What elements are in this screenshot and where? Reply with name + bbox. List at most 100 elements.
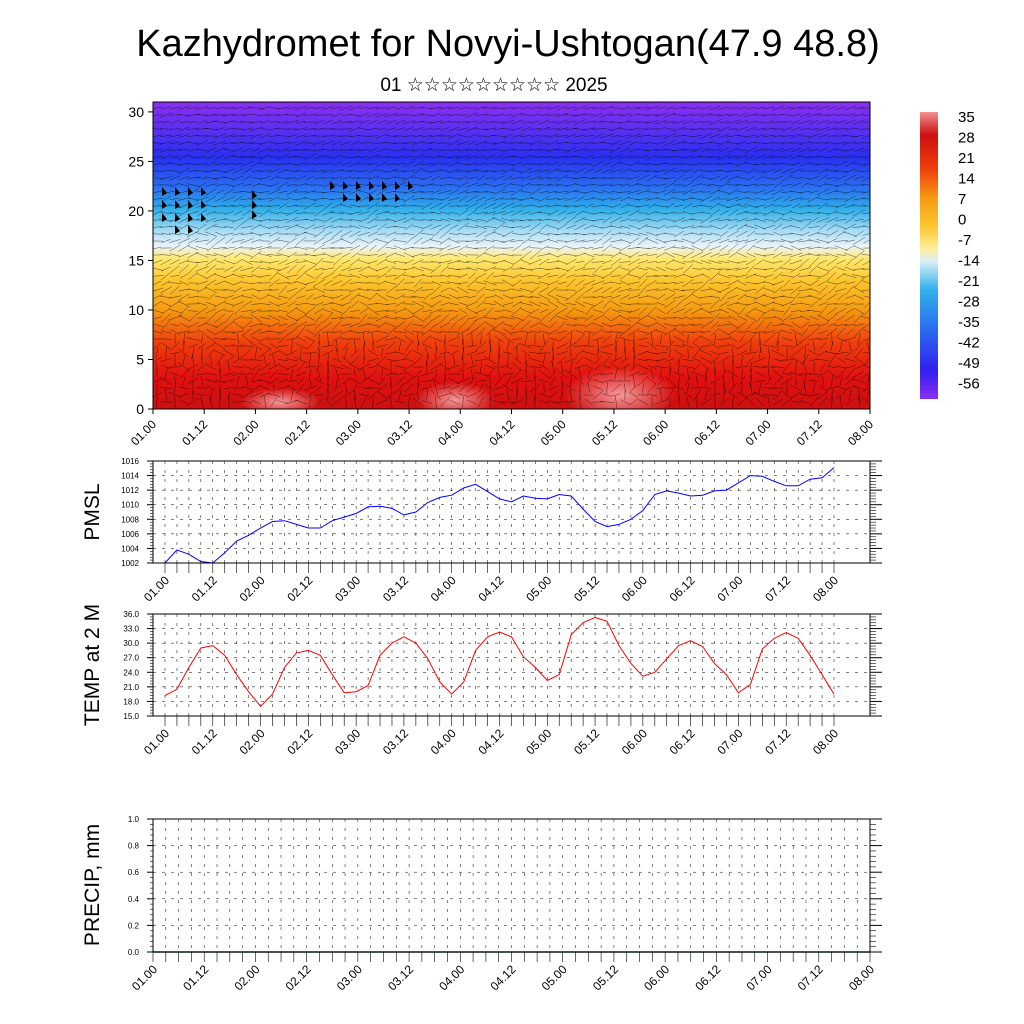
cs-ytick-label: 15 [128,252,144,268]
xtick-label: 04.12 [475,726,506,757]
temperature-frame [152,613,871,717]
ytick-label: 1014 [121,472,139,481]
xtick-label: 01.00 [141,573,172,604]
xtick-label: 07.00 [714,573,745,604]
wind-barb-flag [188,187,193,196]
colorbar-label: -49 [958,355,980,372]
xtick-label: 04.12 [475,573,506,604]
xtick-label: 01.00 [129,962,160,993]
xtick-label: 01.12 [189,573,220,604]
precip-grid [152,818,871,953]
cs-ytick-label: 5 [136,351,144,367]
cs-xtick-label: 06.12 [691,417,722,448]
wind-barb-flag [369,193,374,202]
colorbar-label: -28 [958,294,980,311]
cs-xtick-label: 01.00 [128,417,159,448]
xtick-label: 03.00 [334,962,365,993]
colorbar: 35 28 21 14 7 0 -7 -14 -21 -28 -35 -42 -49 -56 [920,109,980,399]
wind-vector-lines [153,105,870,409]
xtick-label: 01.12 [180,962,211,993]
pmsl-panel: 1002 1004 1006 1008 1010 1012 1014 1016 01.00 01.… [81,457,882,604]
cs-xtick-label: 04.00 [435,417,466,448]
cs-ytick-label: 0 [136,401,144,417]
ytick-label: 30.0 [123,639,139,648]
ytick-label: 15.0 [123,712,139,721]
wind-barb-flag [356,181,361,190]
cs-xtick-label: 06.00 [640,417,671,448]
xtick-label: 02.00 [237,573,268,604]
ytick-label: 33.0 [123,625,139,634]
pmsl-axis-label: PMSL [81,483,104,540]
wind-barb-flag [369,181,374,190]
wind-barb-flag [175,213,180,222]
cs-xtick-label: 03.12 [384,417,415,448]
colorbar-label: 21 [958,150,975,167]
xtick-label: 02.12 [283,962,314,993]
colorbar-label: -42 [958,335,980,352]
colorbar-label: -7 [958,232,971,249]
hot-spots [240,367,675,409]
wind-barb-flag [188,213,193,222]
wind-barb-flag [175,225,180,234]
wind-barb-flag [408,181,413,190]
wind-barb-flag [395,181,400,190]
temperature-axis-label: TEMP at 2 M [81,604,104,726]
ytick-label: 0.0 [128,948,140,957]
cs-xtick-label: 07.00 [743,417,774,448]
ytick-label: 0.8 [128,842,140,851]
cross-section-y-axis: 0 5 10 15 20 25 30 [128,104,153,417]
cs-xtick-label: 05.12 [589,417,620,448]
wind-barb-flag [395,193,400,202]
ytick-label: 1006 [121,530,139,539]
wind-barb-flag [382,193,387,202]
ytick-label: 1010 [121,501,139,510]
temperature-panel: 15.0 18.0 21.0 24.0 27.0 30.0 33.0 36.0 01.00 01.… [81,604,882,757]
xtick-label: 01.00 [141,726,172,757]
xtick-label: 02.00 [237,726,268,757]
wind-barb-flag [201,187,206,196]
wind-barb-flag [162,187,167,196]
xtick-label: 08.00 [810,573,841,604]
xtick-label: 06.12 [667,573,698,604]
cross-section-panel: 0 5 10 15 20 25 30 01.00 01.12 02.00 02.12 03.00 03… [128,101,876,448]
xtick-label: 05.12 [571,573,602,604]
xtick-label: 08.00 [846,962,877,993]
colorbar-label: 7 [958,191,966,208]
wind-barb-flag [162,213,167,222]
colorbar-label: 28 [958,130,975,147]
colorbar-labels: 35 28 21 14 7 0 -7 -14 -21 -28 -35 -42 -49 -56 [958,109,980,393]
xtick-label: 07.12 [762,573,793,604]
temperature-axes: 15.0 18.0 21.0 24.0 27.0 30.0 33.0 36.0 01.00 01.… [123,610,882,757]
colorbar-label: -56 [958,376,980,393]
xtick-label: 05.12 [590,962,621,993]
pmsl-series-line [164,467,835,564]
wind-barb-flag [330,181,335,190]
cs-xtick-label: 01.12 [179,417,210,448]
xtick-label: 05.12 [571,726,602,757]
ytick-label: 1016 [121,457,139,466]
precip-axes: 0.0 0.2 0.4 0.6 0.8 1.0 01.00 01.12 02.00 02.12 03… [128,815,882,993]
xtick-label: 03.12 [380,726,411,757]
colorbar-label: 35 [958,109,975,126]
cs-ytick-label: 10 [128,302,144,318]
xtick-label: 04.00 [428,726,459,757]
wind-barb-flag [252,210,257,219]
colorbar-label: -14 [958,253,980,270]
cs-xtick-label: 02.00 [230,417,261,448]
wind-barb-flag [382,181,387,190]
wind-barbs [162,181,413,234]
ytick-label: 0.4 [128,895,140,904]
wind-barb-flag [252,190,257,199]
xtick-label: 07.00 [714,726,745,757]
colorbar-label: -21 [958,273,980,290]
xtick-label: 05.00 [539,962,570,993]
wind-barb-flag [175,200,180,209]
xtick-label: 06.00 [619,573,650,604]
xtick-label: 03.00 [332,726,363,757]
wind-barb-flag [252,200,257,209]
ytick-label: 1008 [121,515,139,524]
ytick-label: 18.0 [123,697,139,706]
wind-barb-flag [162,200,167,209]
xtick-label: 07.00 [744,962,775,993]
temperature-grid [153,613,870,717]
